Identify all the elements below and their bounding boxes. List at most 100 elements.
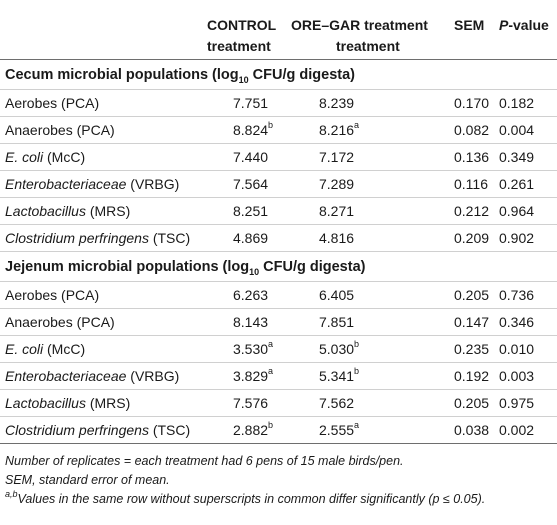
table-footnotes: Number of replicates = each treatment ha… <box>5 452 555 509</box>
row-label: Anaerobes (PCA) <box>0 308 201 336</box>
control-cell-value: 8.251 <box>233 203 269 219</box>
table-row: Lactobacillus (MRS) 7.576 7.562 0.205 0.975 <box>0 389 557 417</box>
superscript-letter: a <box>268 366 274 377</box>
p-value-cell-value: 0.003 <box>499 368 535 384</box>
table-row: Lactobacillus (MRS) 8.251 8.271 0.212 0.964 <box>0 197 557 225</box>
organism-name: E. coli <box>5 149 44 165</box>
ore-gar-cell-value: 5.341 <box>319 368 355 384</box>
ore-gar-cell: 5.030b <box>288 335 451 363</box>
ore-gar-cell: 7.172 <box>288 143 451 171</box>
superscript-letter: a <box>354 420 360 431</box>
ore-gar-cell-value: 8.216 <box>319 122 355 138</box>
p-value-cell-value: 0.182 <box>499 95 535 111</box>
results-table: CONTROL ORE–GAR treatment SEM P-value tr… <box>0 0 557 444</box>
control-cell-value: 2.882 <box>233 422 269 438</box>
header-control-line1: CONTROL <box>207 17 277 33</box>
control-cell: 6.263 <box>201 281 288 309</box>
control-cell-value: 7.576 <box>233 395 269 411</box>
section-title-subscript: 10 <box>238 74 249 85</box>
medium-name: (McC) <box>43 149 86 165</box>
sem-cell: 0.170 <box>451 89 495 117</box>
ore-gar-cell-value: 6.405 <box>319 287 355 303</box>
p-value-cell-value: 0.349 <box>499 149 535 165</box>
control-cell: 8.824b <box>201 116 288 144</box>
header-blank <box>0 0 201 33</box>
section-title-unit: CFU/g digesta) <box>248 66 355 83</box>
ore-gar-cell: 4.816 <box>288 224 451 252</box>
p-value-cell: 0.003 <box>495 362 557 390</box>
medium-name: (TSC) <box>148 422 191 438</box>
sem-cell: 0.116 <box>451 170 495 198</box>
ore-gar-cell-value: 5.030 <box>319 341 355 357</box>
header-ore-line2: treatment <box>288 33 451 60</box>
sem-cell-value: 0.235 <box>454 341 490 357</box>
ore-gar-cell-value: 8.271 <box>319 203 355 219</box>
table-row: Clostridium perfringens (TSC) 4.869 4.816 0… <box>0 224 557 252</box>
table-row: E. coli (McC) 3.530a 5.030b 0.235 0.010 <box>0 335 557 363</box>
sem-cell-value: 0.212 <box>454 203 490 219</box>
sem-cell: 0.205 <box>451 281 495 309</box>
sem-cell: 0.209 <box>451 224 495 252</box>
sem-cell-value: 0.116 <box>454 176 488 192</box>
p-value-cell: 0.902 <box>495 224 557 252</box>
superscript-letter: a <box>354 120 360 131</box>
row-label: Anaerobes (PCA) <box>0 116 201 144</box>
superscript-letter: b <box>354 339 360 350</box>
sem-cell: 0.192 <box>451 362 495 390</box>
p-value-cell: 0.736 <box>495 281 557 309</box>
row-label: Aerobes (PCA) <box>0 89 201 117</box>
table-header: CONTROL ORE–GAR treatment SEM P-value tr… <box>0 0 557 60</box>
organism-name: Lactobacillus <box>5 203 86 219</box>
footnote-superscripts: a,bValues in the same row without supers… <box>5 488 555 509</box>
ore-gar-cell-value: 4.816 <box>319 230 355 246</box>
control-cell-value: 7.564 <box>233 176 269 192</box>
superscript-letter: b <box>268 420 274 431</box>
table-row: Enterobacteriaceae (VRBG) 3.829a 5.341b 0.1… <box>0 362 557 390</box>
row-label: Enterobacteriaceae (VRBG) <box>0 170 201 198</box>
section-title-text: Cecum microbial populations (log <box>5 66 239 83</box>
control-cell: 7.576 <box>201 389 288 417</box>
medium-name: (McC) <box>43 341 86 357</box>
sem-cell-value: 0.147 <box>454 314 490 330</box>
control-cell: 7.564 <box>201 170 288 198</box>
organism-name: Lactobacillus <box>5 395 86 411</box>
sem-cell-value: 0.136 <box>454 149 490 165</box>
header-p-rest: -value <box>508 17 549 33</box>
control-cell: 3.530a <box>201 335 288 363</box>
control-cell: 7.751 <box>201 89 288 117</box>
row-label: Lactobacillus (MRS) <box>0 389 201 417</box>
footnote-sup: a,b <box>5 488 18 499</box>
p-value-cell-value: 0.902 <box>499 230 535 246</box>
ore-gar-cell: 2.555a <box>288 416 451 444</box>
control-cell: 3.829a <box>201 362 288 390</box>
organism-name: Enterobacteriaceae <box>5 368 127 384</box>
table-row: Enterobacteriaceae (VRBG) 7.564 7.289 0.116… <box>0 170 557 198</box>
medium-name: (MRS) <box>85 203 131 219</box>
section-header: Jejenum microbial populations (log10 CFU… <box>0 251 557 282</box>
control-cell-value: 3.530 <box>233 341 269 357</box>
control-cell-value: 8.143 <box>233 314 269 330</box>
organism-name: Enterobacteriaceae <box>5 176 127 192</box>
header-blank-2 <box>0 33 201 60</box>
sem-cell-value: 0.205 <box>454 287 490 303</box>
medium-name: (VRBG) <box>126 176 180 192</box>
header-ore-line1: ORE–GAR treatment <box>291 17 428 33</box>
header-sem: SEM <box>454 17 485 33</box>
sem-cell-value: 0.209 <box>454 230 490 246</box>
p-value-cell: 0.002 <box>495 416 557 444</box>
sem-cell-value: 0.170 <box>454 95 490 111</box>
ore-gar-cell-value: 7.562 <box>319 395 355 411</box>
ore-gar-cell: 8.239 <box>288 89 451 117</box>
sem-cell: 0.147 <box>451 308 495 336</box>
ore-gar-cell: 7.562 <box>288 389 451 417</box>
sem-cell: 0.136 <box>451 143 495 171</box>
sem-cell: 0.038 <box>451 416 495 444</box>
section-header: Cecum microbial populations (log10 CFU/g… <box>0 59 557 90</box>
sem-cell-value: 0.205 <box>454 395 490 411</box>
header-blank-4 <box>495 33 557 60</box>
p-value-cell-value: 0.004 <box>499 122 535 138</box>
header-p-value: P-value <box>495 0 557 33</box>
control-cell-value: 7.751 <box>233 95 269 111</box>
control-cell-value: 8.824 <box>233 122 269 138</box>
